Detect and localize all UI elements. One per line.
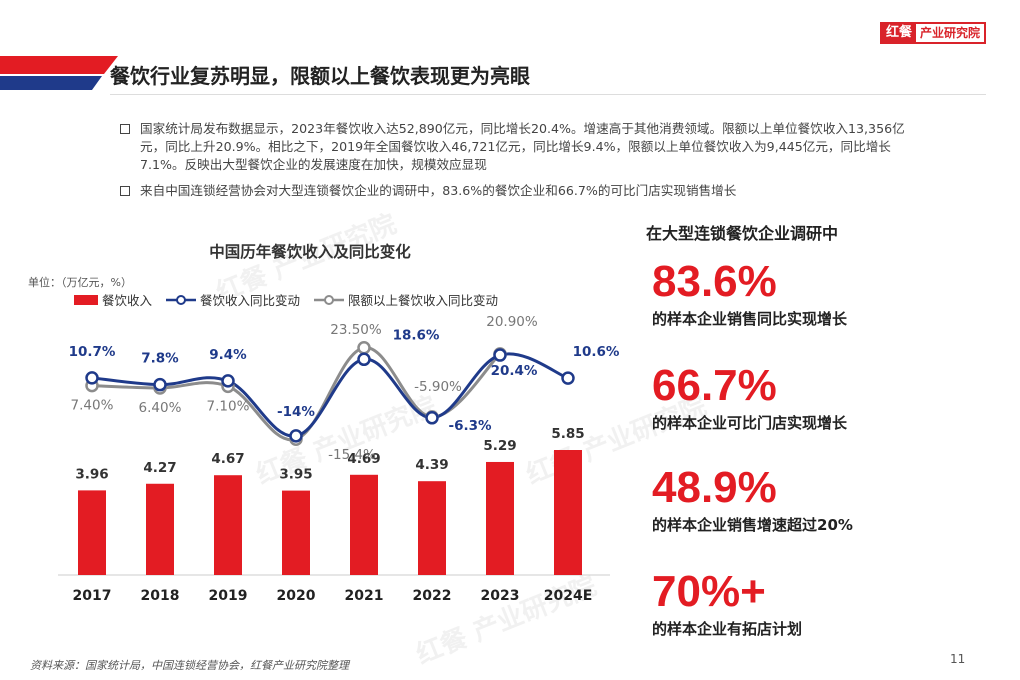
revenue-bar: [214, 475, 242, 575]
revenue-bar: [486, 461, 514, 575]
growth-data-label: 18.6%: [393, 327, 440, 343]
legend-item: 餐饮收入同比变动: [166, 290, 300, 309]
title-accent-stripes: [0, 56, 118, 90]
limited-growth-data-label: 20.90%: [486, 314, 538, 330]
x-tick-label: 2022: [413, 588, 452, 604]
stat-caption: 的样本企业有拓店计划: [652, 620, 803, 638]
revenue-growth-point: [153, 377, 167, 392]
stat-value: 83.6%: [652, 257, 777, 306]
x-tick-label: 2020: [277, 588, 316, 604]
page-title: 餐饮行业复苏明显，限额以上餐饮表现更为亮眼: [110, 64, 530, 88]
chart-legend: 餐饮收入 餐饮收入同比变动 限额以上餐饮收入同比变动: [74, 290, 512, 309]
bar-value-label: 3.95: [279, 467, 312, 483]
bullet-item: 国家统计局发布数据显示，2023年餐饮收入达52,890亿元，同比增长20.4%…: [120, 120, 910, 174]
limited-growth-data-label: 7.40%: [71, 398, 114, 414]
growth-data-label: 9.4%: [209, 347, 247, 363]
stats-heading: 在大型连锁餐饮企业调研中: [646, 224, 839, 243]
revenue-growth-point: [357, 352, 371, 367]
bullet-list: 国家统计局发布数据显示，2023年餐饮收入达52,890亿元，同比增长20.4%…: [120, 120, 910, 208]
x-tick-label: 2017: [73, 588, 112, 604]
stat-value: 70%+: [652, 567, 766, 616]
bullet-text: 来自中国连锁经营协会对大型连锁餐饮企业的调研中，83.6%的餐饮企业和66.7%…: [140, 183, 737, 198]
revenue-growth-line: [91, 352, 569, 438]
bar-value-label: 3.96: [75, 466, 108, 482]
revenue-bar: [554, 450, 582, 575]
brand-logo: 红餐 产业研究院: [879, 22, 986, 44]
bar-value-label: 4.27: [143, 460, 176, 476]
x-tick-label: 2019: [209, 588, 248, 604]
growth-data-label: 7.8%: [141, 351, 179, 367]
legend-label: 限额以上餐饮收入同比变动: [348, 293, 499, 308]
revenue-bar: [282, 490, 310, 575]
revenue-bar: [350, 474, 378, 575]
brand-name: 产业研究院: [915, 24, 984, 42]
square-bullet-icon: [120, 186, 130, 196]
revenue-growth-point: [289, 429, 303, 443]
legend-item: 餐饮收入: [74, 290, 152, 309]
stat-value: 48.9%: [652, 463, 777, 512]
growth-data-label: 10.7%: [69, 344, 116, 360]
limited-growth-point: [357, 341, 371, 355]
revenue-chart: 3.96 2017 4.27 2018 4.67 2019 3.95 2020 4.69 2021…: [58, 314, 620, 604]
revenue-bar: [146, 483, 174, 575]
x-tick-label: 2023: [481, 588, 520, 604]
stat-block: 70%+ 的样本企业有拓店计划: [652, 568, 802, 640]
stat-caption: 的样本企业销售增速超过20%: [652, 516, 853, 534]
legend-label: 餐饮收入同比变动: [200, 293, 301, 308]
x-tick-label: 2021: [345, 588, 384, 604]
stat-block: 83.6% 的样本企业销售同比实现增长: [652, 258, 847, 330]
brand-mark: 红餐: [881, 24, 916, 42]
revenue-growth-point: [85, 371, 99, 385]
limited-growth-data-label: -5.90%: [414, 379, 462, 395]
revenue-bar: [418, 481, 446, 575]
square-bullet-icon: [120, 124, 130, 134]
chart-unit-label: 单位：（万亿元，%）: [28, 276, 132, 289]
stat-caption: 的样本企业销售同比实现增长: [652, 310, 848, 328]
title-divider: [110, 94, 986, 95]
page-number: 11: [950, 652, 966, 666]
stat-caption: 的样本企业可比门店实现增长: [652, 414, 848, 432]
source-note: 资料来源：国家统计局，中国连锁经营协会，红餐产业研究院整理: [30, 659, 349, 672]
stat-value: 66.7%: [652, 361, 777, 410]
bullet-item: 来自中国连锁经营协会对大型连锁餐饮企业的调研中，83.6%的餐饮企业和66.7%…: [120, 182, 910, 200]
chart-title: 中国历年餐饮收入及同比变化: [209, 243, 411, 261]
legend-label: 餐饮收入: [102, 293, 153, 308]
growth-data-label: -14%: [277, 404, 315, 420]
legend-bar-swatch: [74, 294, 98, 305]
limited-growth-data-label: 7.10%: [207, 398, 250, 414]
bar-value-label: 5.29: [483, 438, 516, 454]
x-tick-label: 2024E: [544, 588, 593, 604]
limited-growth-data-label: 6.40%: [139, 400, 182, 416]
bar-value-label: 4.67: [211, 451, 244, 467]
bullet-text: 国家统计局发布数据显示，2023年餐饮收入达52,890亿元，同比增长20.4%…: [140, 121, 905, 172]
revenue-growth-point: [493, 348, 507, 362]
limited-growth-data-label: -15.4%: [328, 447, 376, 463]
revenue-growth-point: [561, 371, 575, 385]
legend-line-swatch-gray: [314, 294, 345, 305]
bar-value-label: 4.39: [415, 457, 448, 473]
growth-data-label: -6.3%: [448, 418, 492, 434]
legend-item: 限额以上餐饮收入同比变动: [314, 290, 498, 309]
revenue-growth-point: [425, 411, 439, 425]
bar-value-label: 4.69: [347, 451, 380, 467]
growth-data-label: 20.4%: [491, 363, 538, 379]
stat-block: 66.7% 的样本企业可比门店实现增长: [652, 362, 847, 434]
bar-value-label: 5.85: [551, 426, 584, 442]
stat-block: 48.9% 的样本企业销售增速超过20%: [652, 464, 853, 536]
revenue-growth-point: [221, 374, 235, 388]
limited-growth-data-label: 23.50%: [330, 322, 382, 338]
revenue-bar: [78, 490, 106, 575]
growth-data-label: 10.6%: [573, 344, 620, 360]
legend-line-swatch-blue: [166, 294, 197, 305]
x-tick-label: 2018: [141, 588, 180, 604]
